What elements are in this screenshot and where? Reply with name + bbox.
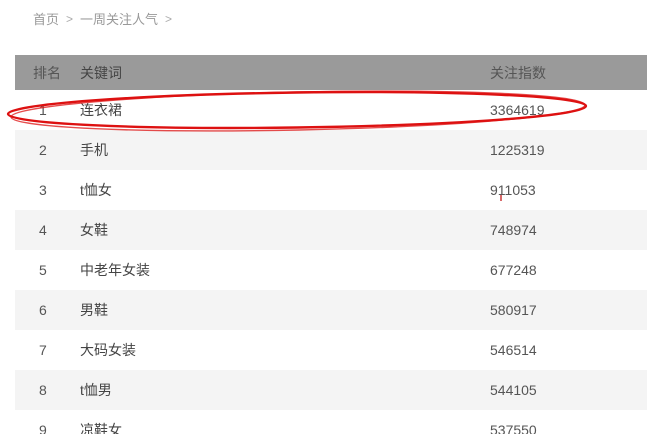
attention-index-cell: 537550 (490, 422, 537, 434)
keyword-cell[interactable]: 手机 (80, 142, 108, 158)
attention-index-cell: 544105 (490, 382, 537, 398)
rank-cell: 6 (39, 302, 47, 318)
table-row[interactable]: 8 t恤男 544105 (15, 370, 647, 410)
rank-cell: 2 (39, 142, 47, 158)
attention-index-cell: 748974 (490, 222, 537, 238)
table-row[interactable]: 6 男鞋 580917 (15, 290, 647, 330)
column-header-rank: 排名 (33, 64, 61, 81)
keyword-cell[interactable]: t恤女 (80, 182, 112, 198)
keyword-cell[interactable]: 女鞋 (80, 222, 108, 238)
table-row[interactable]: 7 大码女装 546514 (15, 330, 647, 370)
table-row[interactable]: 2 手机 1225319 (15, 130, 647, 170)
rank-cell: 5 (39, 262, 47, 278)
attention-index-cell: 580917 (490, 302, 537, 318)
column-header-attention-index: 关注指数 (490, 64, 546, 81)
table-row[interactable]: 1 连衣裙 3364619 (15, 90, 647, 130)
table-row[interactable]: 5 中老年女装 677248 (15, 250, 647, 290)
rank-cell: 8 (39, 382, 47, 398)
table-row[interactable]: 4 女鞋 748974 (15, 210, 647, 250)
rank-cell: 1 (39, 102, 47, 118)
attention-index-cell: 911053 (490, 182, 536, 198)
rank-cell: 7 (39, 342, 47, 358)
rank-cell: 3 (39, 182, 47, 198)
rank-cell: 9 (39, 422, 47, 434)
attention-index-cell: 677248 (490, 262, 537, 278)
keyword-ranking-table: 排名 关键词 关注指数 1 连衣裙 3364619 2 手机 1225319 3… (15, 55, 647, 434)
attention-index-cell: 1225319 (490, 142, 545, 158)
keyword-cell[interactable]: 男鞋 (80, 302, 108, 318)
keyword-cell[interactable]: 中老年女装 (80, 262, 150, 278)
breadcrumb-separator: > (66, 11, 74, 26)
keyword-cell[interactable]: 凉鞋女 (80, 422, 122, 434)
keyword-cell[interactable]: 连衣裙 (80, 102, 122, 118)
column-header-keyword: 关键词 (80, 64, 122, 81)
table-row[interactable]: 9 凉鞋女 537550 (15, 410, 647, 434)
table-body: 1 连衣裙 3364619 2 手机 1225319 3 t恤女 911053 … (15, 90, 647, 434)
breadcrumb-home-link[interactable]: 首页 (33, 12, 60, 27)
attention-index-cell: 3364619 (490, 102, 545, 118)
breadcrumb-weekly-attention-link[interactable]: 一周关注人气 (80, 12, 159, 27)
attention-index-cell: 546514 (490, 342, 537, 358)
keyword-cell[interactable]: t恤男 (80, 382, 112, 398)
breadcrumb-separator: > (165, 11, 173, 26)
rank-cell: 4 (39, 222, 47, 238)
keyword-cell[interactable]: 大码女装 (80, 342, 136, 358)
breadcrumb: 首页 > 一周关注人气 > (33, 9, 172, 28)
table-header-row: 排名 关键词 关注指数 (15, 55, 647, 90)
table-row[interactable]: 3 t恤女 911053 (15, 170, 647, 210)
